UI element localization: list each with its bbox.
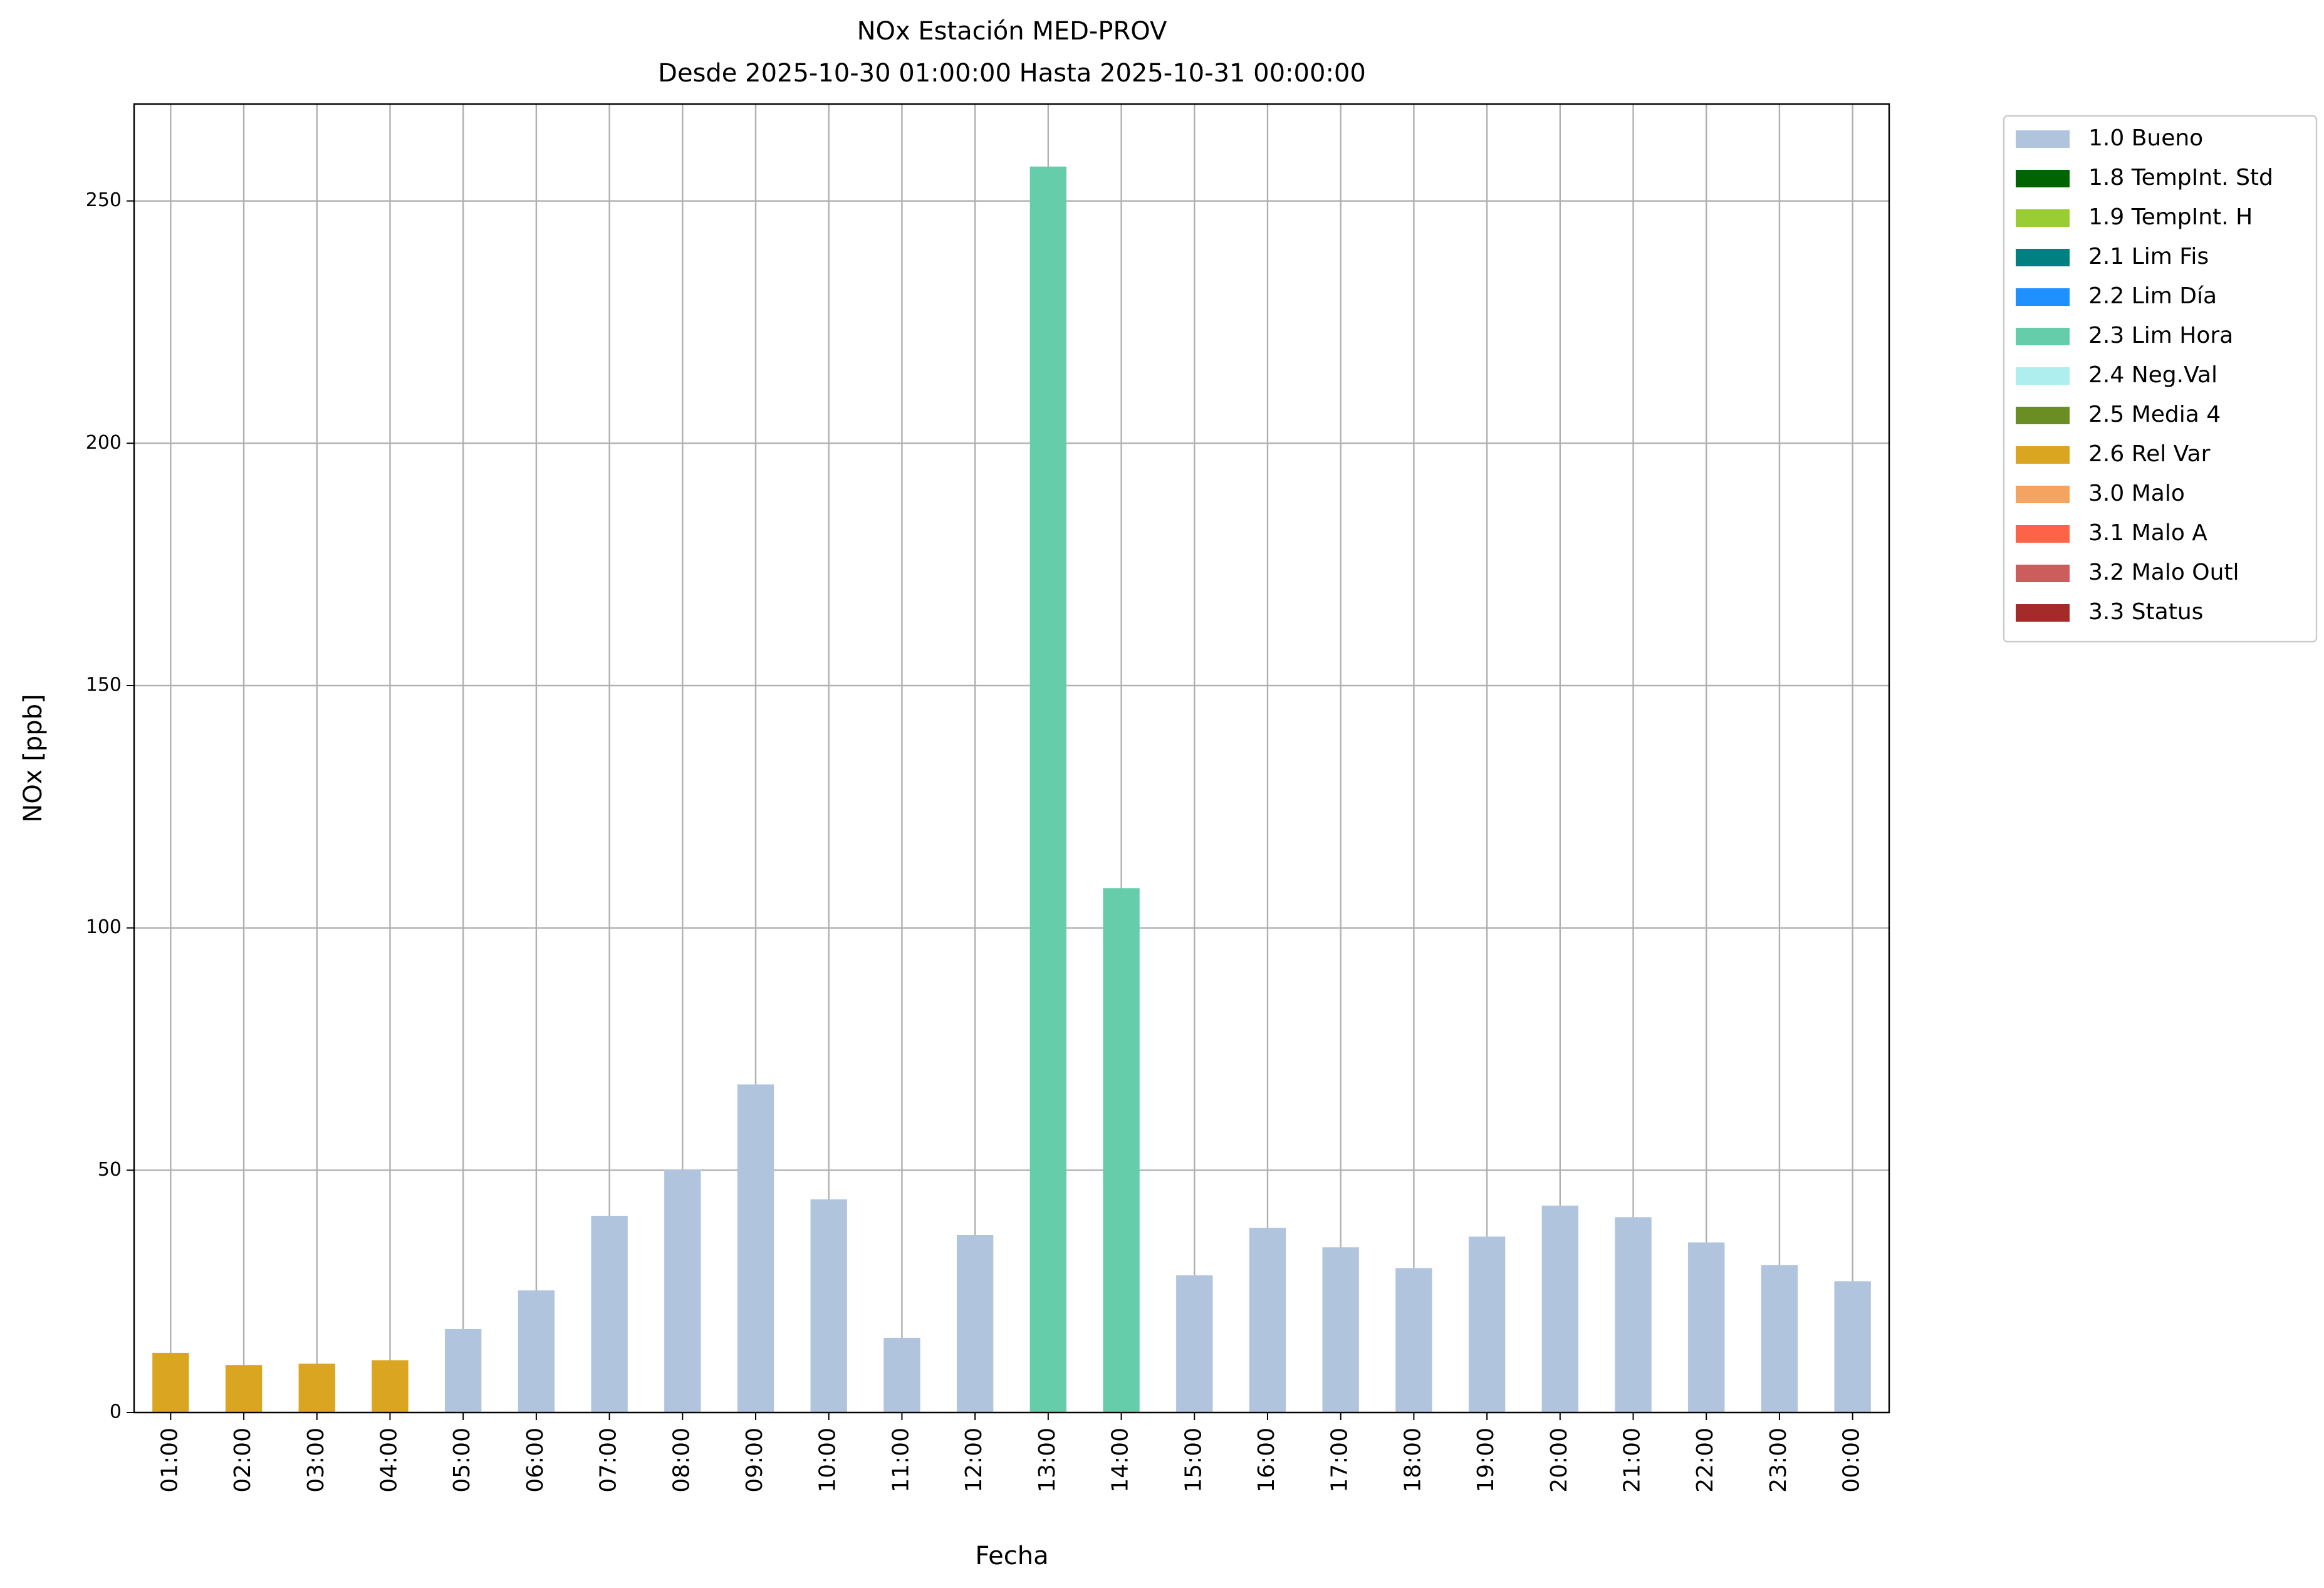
- legend-swatch: [2016, 130, 2070, 148]
- bar: [1688, 1242, 1725, 1413]
- bar: [664, 1169, 701, 1413]
- x-tick-label: 10:00: [815, 1428, 841, 1493]
- legend-swatch: [2016, 367, 2070, 385]
- y-tick-label: 100: [86, 916, 122, 938]
- y-tick-label: 200: [86, 432, 122, 454]
- bar: [372, 1360, 409, 1413]
- bar: [1834, 1281, 1871, 1413]
- bar: [445, 1329, 482, 1413]
- legend-swatch: [2016, 170, 2070, 187]
- x-tick-label: 14:00: [1108, 1428, 1133, 1493]
- legend-label: 3.3 Status: [2088, 599, 2203, 625]
- x-tick-label: 12:00: [961, 1428, 987, 1493]
- bar: [298, 1363, 335, 1413]
- legend-swatch: [2016, 407, 2070, 424]
- plot-frame: [133, 103, 1890, 1414]
- legend-swatch: [2016, 249, 2070, 266]
- legend-swatch: [2016, 446, 2070, 464]
- bar: [956, 1235, 994, 1413]
- legend-swatch: [2016, 328, 2070, 345]
- legend-swatch: [2016, 604, 2070, 622]
- bar: [1249, 1228, 1286, 1413]
- y-axis-label: NOx [ppb]: [19, 694, 48, 822]
- bar: [1029, 166, 1067, 1413]
- x-tick-label: 20:00: [1546, 1428, 1572, 1493]
- x-tick-label: 11:00: [888, 1428, 914, 1493]
- bar: [152, 1352, 189, 1413]
- legend-label: 2.2 Lim Día: [2088, 283, 2217, 309]
- bar: [518, 1290, 555, 1413]
- legend-swatch: [2016, 565, 2070, 582]
- legend-label: 2.3 Lim Hora: [2088, 323, 2233, 348]
- bar: [591, 1216, 628, 1413]
- legend-label: 1.8 TempInt. Std: [2088, 165, 2273, 191]
- bar: [1615, 1217, 1652, 1413]
- x-tick-label: 01:00: [157, 1428, 182, 1493]
- legend-label: 2.6 Rel Var: [2088, 441, 2211, 467]
- x-tick-label: 15:00: [1180, 1428, 1206, 1493]
- bar: [883, 1337, 920, 1413]
- x-tick-label: 19:00: [1473, 1428, 1499, 1493]
- x-tick-label: 09:00: [742, 1428, 768, 1493]
- legend-swatch: [2016, 209, 2070, 227]
- x-tick-label: 02:00: [230, 1428, 256, 1493]
- bar: [225, 1365, 263, 1413]
- x-tick-label: 22:00: [1692, 1428, 1718, 1493]
- x-tick-label: 23:00: [1766, 1428, 1791, 1493]
- legend-label: 2.4 Neg.Val: [2088, 362, 2217, 388]
- legend-label: 2.5 Media 4: [2088, 402, 2221, 427]
- x-tick-label: 00:00: [1839, 1428, 1865, 1493]
- bar: [1103, 888, 1140, 1413]
- legend-swatch: [2016, 288, 2070, 306]
- legend-box: [2003, 115, 2318, 643]
- bar: [1541, 1205, 1578, 1413]
- legend-swatch: [2016, 525, 2070, 543]
- bar: [1395, 1268, 1432, 1413]
- x-tick-label: 21:00: [1620, 1428, 1645, 1493]
- x-tick-label: 17:00: [1327, 1428, 1353, 1493]
- x-tick-label: 18:00: [1400, 1428, 1425, 1493]
- x-tick-label: 06:00: [523, 1428, 548, 1493]
- legend-label: 2.1 Lim Fis: [2088, 244, 2209, 269]
- y-tick-label: 0: [110, 1401, 122, 1423]
- legend-label: 1.9 TempInt. H: [2088, 204, 2253, 230]
- legend-label: 1.0 Bueno: [2088, 125, 2203, 151]
- bar: [1322, 1247, 1359, 1413]
- chart-subtitle: Desde 2025-10-30 01:00:00 Hasta 2025-10-…: [658, 59, 1366, 88]
- y-tick-label: 150: [86, 674, 122, 696]
- bar: [1761, 1265, 1798, 1413]
- legend-swatch: [2016, 486, 2070, 503]
- x-tick-label: 07:00: [596, 1428, 622, 1493]
- legend-label: 3.0 Malo: [2088, 481, 2185, 506]
- bar: [810, 1199, 847, 1413]
- x-tick-label: 16:00: [1254, 1428, 1279, 1493]
- legend-label: 3.2 Malo Outl: [2088, 560, 2239, 585]
- bar: [1468, 1236, 1506, 1413]
- bar: [737, 1084, 774, 1413]
- x-tick-label: 04:00: [376, 1428, 402, 1493]
- bar: [1176, 1275, 1213, 1413]
- y-tick-label: 50: [98, 1159, 122, 1181]
- x-tick-label: 05:00: [449, 1428, 475, 1493]
- legend-label: 3.1 Malo A: [2088, 520, 2207, 546]
- x-axis-label: Fecha: [975, 1542, 1048, 1570]
- x-tick-label: 08:00: [669, 1428, 694, 1493]
- x-tick-label: 13:00: [1034, 1428, 1060, 1493]
- x-tick-label: 03:00: [303, 1428, 329, 1493]
- chart-title: NOx Estación MED-PROV: [857, 17, 1167, 46]
- y-tick-label: 250: [86, 189, 122, 211]
